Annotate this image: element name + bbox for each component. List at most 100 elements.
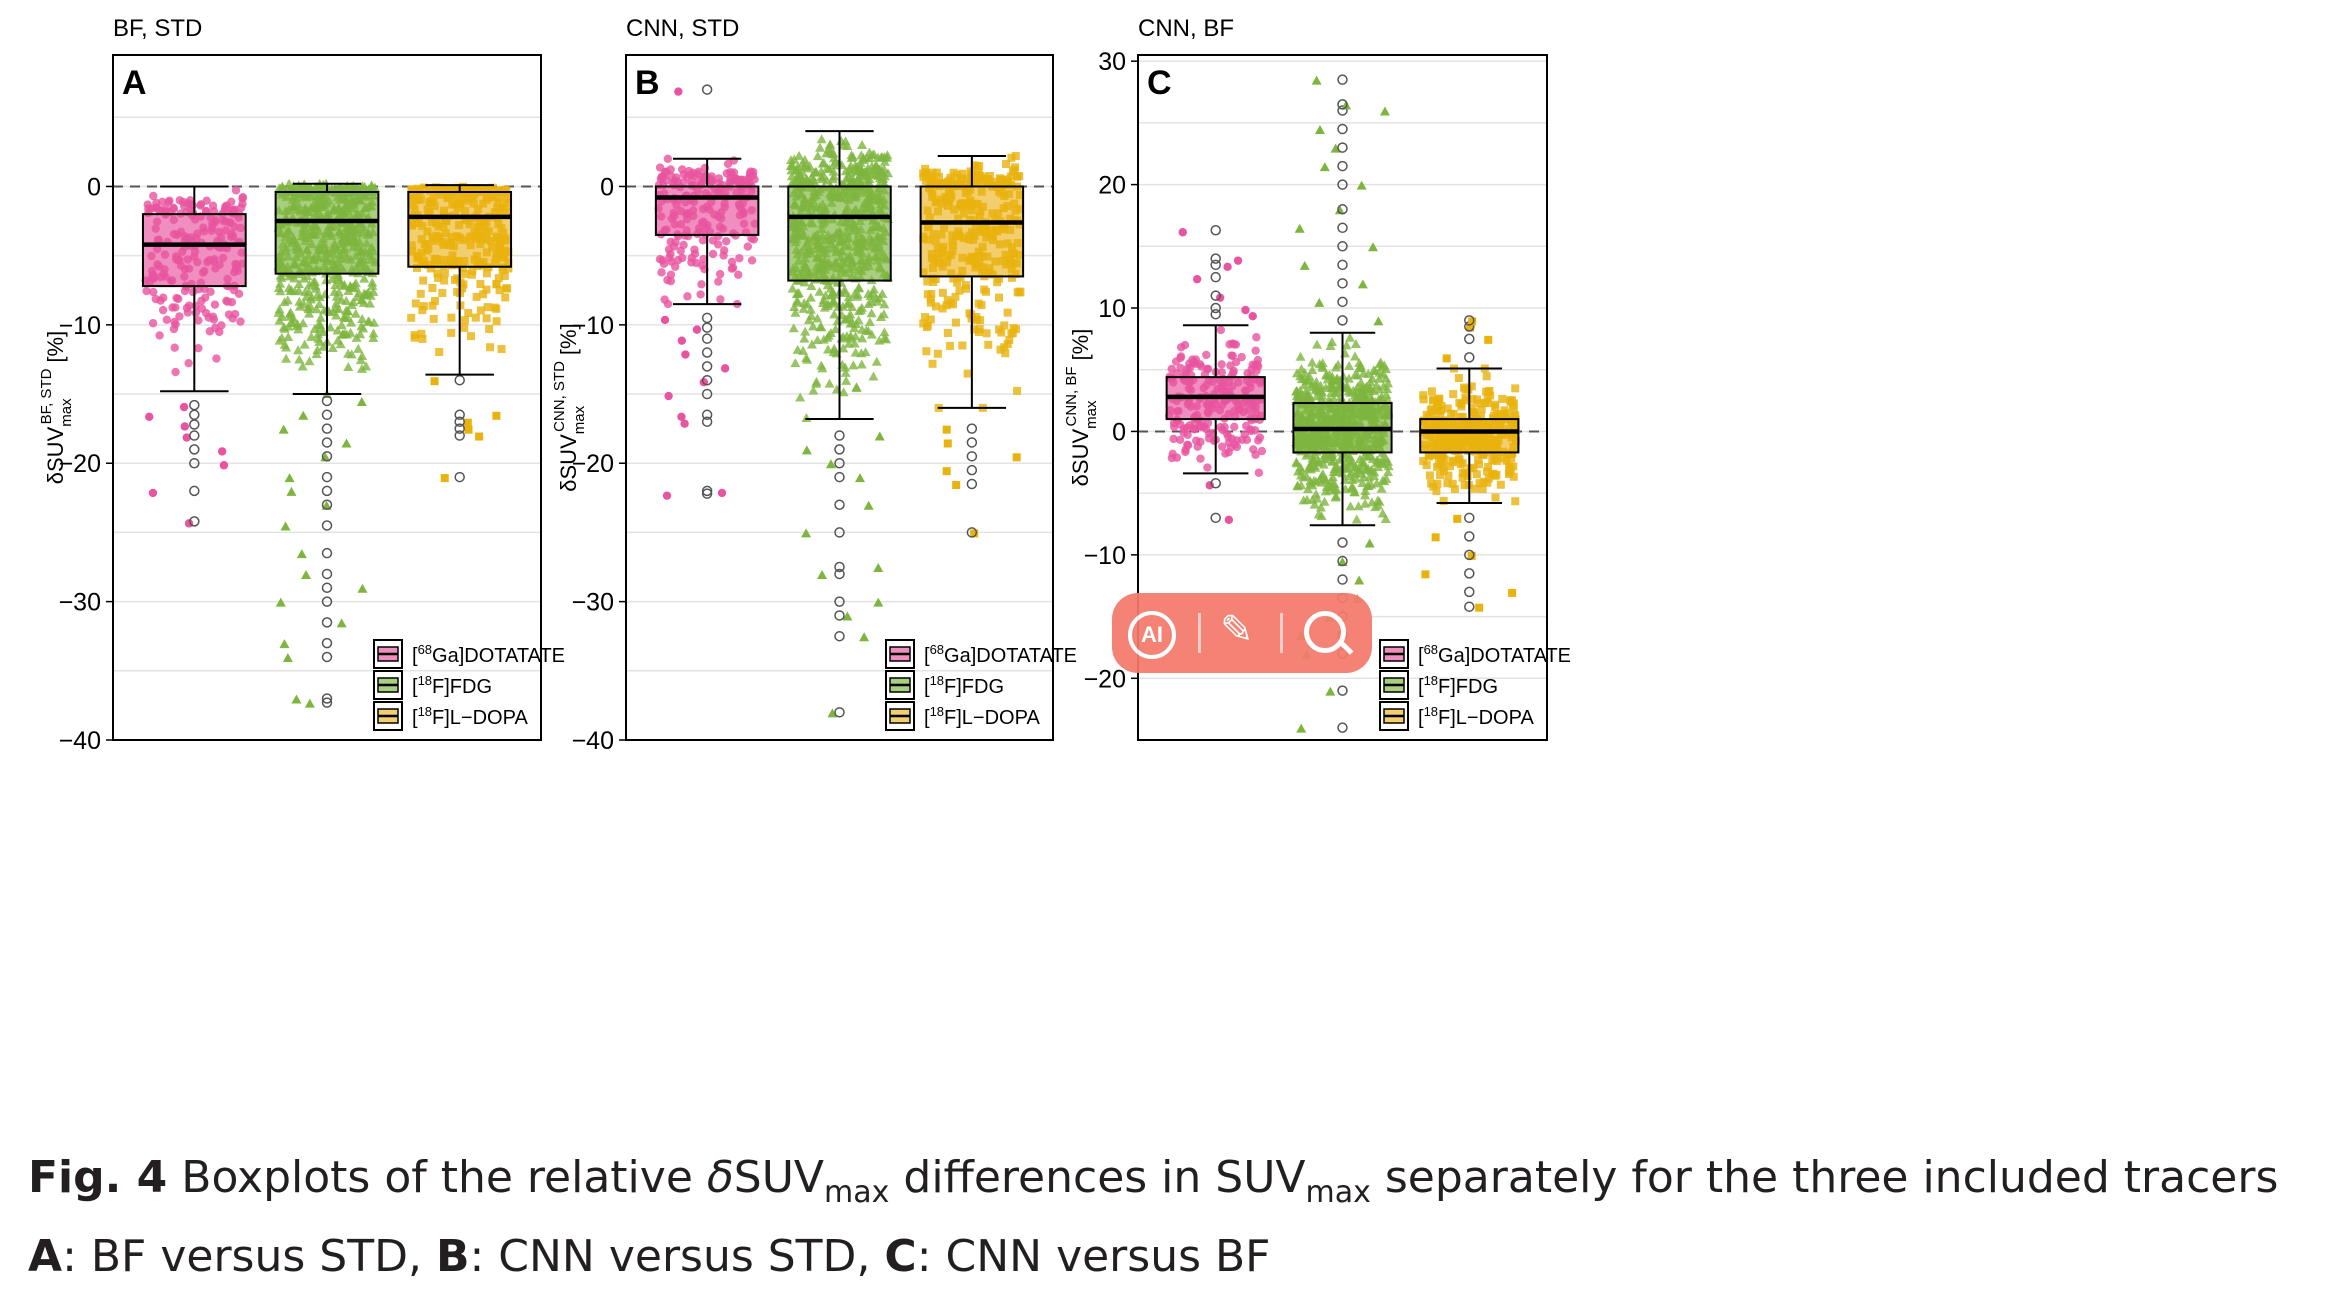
- data-point: [687, 177, 696, 186]
- data-point: [290, 259, 301, 269]
- data-point: [801, 412, 812, 422]
- data-point: [923, 222, 932, 231]
- data-point: [1354, 405, 1365, 415]
- data-point: [448, 200, 457, 209]
- data-point: [328, 221, 339, 231]
- data-point: [283, 251, 294, 261]
- floating-ai-toolbar[interactable]: AI ✎: [1112, 593, 1372, 673]
- data-point: [820, 203, 831, 213]
- data-point: [969, 235, 978, 244]
- data-point: [747, 256, 757, 265]
- data-point: [205, 327, 214, 336]
- data-point: [1475, 479, 1484, 488]
- data-point: [743, 242, 753, 251]
- data-point: [306, 202, 317, 212]
- data-point: [479, 290, 488, 299]
- data-point: [367, 277, 378, 287]
- outlier-point: [284, 473, 295, 483]
- search-icon[interactable]: [1304, 611, 1346, 653]
- data-point: [357, 314, 368, 324]
- data-point: [464, 309, 473, 318]
- data-point: [419, 276, 428, 285]
- data-point: [831, 183, 842, 193]
- outlier-point: [1466, 323, 1475, 332]
- data-point: [293, 279, 304, 289]
- data-point: [319, 260, 330, 270]
- data-point: [495, 244, 504, 253]
- data-point: [922, 323, 931, 332]
- data-point: [218, 253, 228, 263]
- data-point: [843, 292, 854, 302]
- data-point: [1314, 419, 1325, 429]
- data-point: [284, 309, 295, 319]
- data-point: [1318, 441, 1329, 451]
- data-point: [853, 247, 864, 257]
- data-point: [1497, 410, 1506, 419]
- data-point: [172, 293, 181, 303]
- data-point: [298, 223, 309, 233]
- data-point: [829, 309, 840, 319]
- data-point: [306, 239, 317, 249]
- outlier-marker: [701, 488, 713, 499]
- outlier-marker: [321, 499, 333, 510]
- data-point: [1351, 386, 1362, 396]
- outlier-marker: [321, 451, 333, 462]
- data-point: [1366, 405, 1377, 415]
- data-point: [1490, 450, 1499, 459]
- data-point: [430, 202, 439, 211]
- data-point: [1246, 425, 1255, 434]
- data-point: [831, 228, 842, 238]
- legend-label: [68Ga]DOTATATE: [924, 642, 1077, 667]
- data-point: [995, 240, 1004, 249]
- magic-wand-icon[interactable]: ✎: [1220, 608, 1254, 652]
- data-point: [1257, 446, 1267, 456]
- data-point: [353, 343, 364, 353]
- caption-label-a: A: [28, 1230, 63, 1282]
- data-point: [191, 308, 201, 317]
- data-point: [447, 313, 456, 322]
- data-point: [210, 300, 220, 309]
- data-point: [493, 203, 502, 212]
- data-point: [361, 361, 372, 371]
- data-point: [1332, 407, 1343, 417]
- data-point: [230, 205, 240, 214]
- data-point: [428, 301, 437, 310]
- data-point: [1366, 412, 1377, 422]
- data-point: [840, 367, 851, 377]
- data-point: [677, 165, 687, 174]
- data-point: [1360, 403, 1371, 413]
- outlier-marker: [321, 582, 333, 594]
- data-point: [1228, 339, 1237, 348]
- outlier-point: [1178, 228, 1187, 237]
- data-point: [805, 292, 816, 302]
- data-point: [364, 298, 375, 308]
- data-point: [663, 299, 673, 309]
- data-point: [1511, 411, 1520, 420]
- outlier-point: [1354, 575, 1365, 585]
- toolbar-divider-2: [1280, 613, 1283, 653]
- data-point: [856, 348, 867, 358]
- data-point: [492, 250, 501, 259]
- data-point: [451, 275, 460, 284]
- data-point: [1327, 336, 1338, 346]
- data-point: [789, 234, 800, 244]
- outlier-point: [674, 87, 683, 96]
- data-point: [365, 250, 376, 260]
- ai-icon[interactable]: AI: [1128, 611, 1176, 659]
- data-point: [848, 190, 859, 200]
- data-point: [334, 182, 345, 192]
- data-point: [1216, 325, 1226, 335]
- data-point: [657, 212, 666, 221]
- data-point: [299, 256, 310, 266]
- data-point: [1432, 404, 1441, 413]
- data-point: [1377, 475, 1388, 485]
- outlier-point: [280, 521, 291, 531]
- data-point: [855, 272, 866, 282]
- data-point: [663, 154, 673, 163]
- data-point: [697, 280, 706, 289]
- data-point: [842, 299, 853, 309]
- data-point: [1373, 462, 1384, 472]
- data-point: [822, 163, 833, 173]
- data-point: [466, 191, 475, 200]
- data-point: [1491, 493, 1500, 502]
